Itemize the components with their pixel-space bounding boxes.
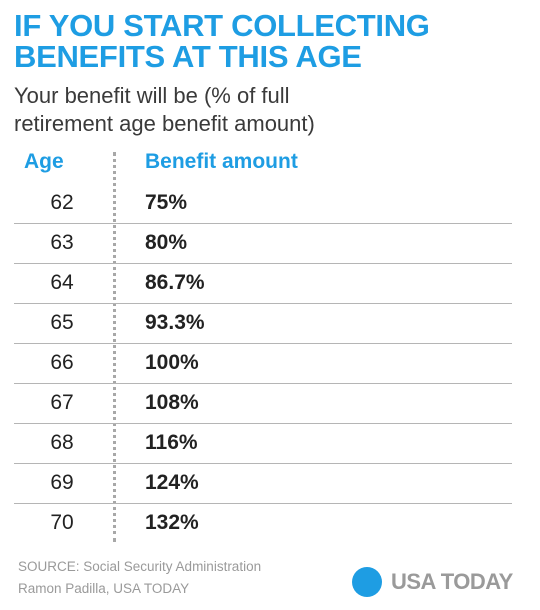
benefit-cell: 132% (145, 511, 199, 534)
benefit-cell: 93.3% (145, 311, 205, 334)
age-cell: 68 (50, 431, 74, 454)
benefit-cell: 80% (145, 231, 188, 254)
table-row: 65 93.3% (0, 304, 540, 344)
age-cell: 64 (50, 271, 74, 294)
column-divider (113, 152, 116, 542)
row-divider (14, 343, 512, 344)
row-divider (14, 383, 512, 384)
table-row: 69 124% (0, 464, 540, 504)
subtitle-line-1: Your benefit will be (% of full (14, 83, 290, 108)
title-line-2: BENEFITS AT THIS AGE (14, 39, 362, 74)
benefit-cell: 124% (145, 471, 199, 494)
age-cell: 67 (50, 391, 74, 414)
table-row: 62 75% (0, 184, 540, 224)
chart-subtitle: Your benefit will be (% of full retireme… (14, 82, 524, 138)
table-row: 70 132% (0, 504, 540, 544)
benefit-cell: 108% (145, 391, 199, 414)
source-note: SOURCE: Social Security Administration R… (18, 556, 261, 600)
column-header-age: Age (24, 150, 64, 173)
title-line-1: IF YOU START COLLECTING (14, 8, 430, 43)
age-cell: 70 (50, 511, 74, 534)
table-row: 64 86.7% (0, 264, 540, 304)
age-cell: 65 (50, 311, 74, 334)
table-row: 66 100% (0, 344, 540, 384)
usa-today-logo: USA TODAY (352, 566, 513, 598)
logo-text: USA TODAY (391, 569, 513, 594)
benefit-cell: 75% (145, 191, 188, 214)
row-divider (14, 423, 512, 424)
column-header-benefit: Benefit amount (145, 150, 298, 173)
row-divider (14, 303, 512, 304)
age-cell: 66 (50, 351, 74, 374)
row-divider (14, 223, 512, 224)
credit-text: Ramon Padilla, USA TODAY (18, 581, 190, 596)
row-divider (14, 503, 512, 504)
age-cell: 69 (50, 471, 74, 494)
row-divider (14, 463, 512, 464)
table-row: 68 116% (0, 424, 540, 464)
benefit-cell: 116% (145, 431, 198, 454)
benefit-cell: 100% (145, 351, 199, 374)
subtitle-line-2: retirement age benefit amount) (14, 111, 315, 136)
benefit-cell: 86.7% (145, 271, 205, 294)
age-cell: 63 (50, 231, 74, 254)
logo-dot-icon (352, 567, 382, 597)
table-row: 67 108% (0, 384, 540, 424)
source-text: SOURCE: Social Security Administration (18, 559, 262, 574)
chart-title: IF YOU START COLLECTING BENEFITS AT THIS… (14, 10, 524, 72)
age-cell: 62 (50, 191, 74, 214)
row-divider (14, 263, 512, 264)
table-row: 63 80% (0, 224, 540, 264)
